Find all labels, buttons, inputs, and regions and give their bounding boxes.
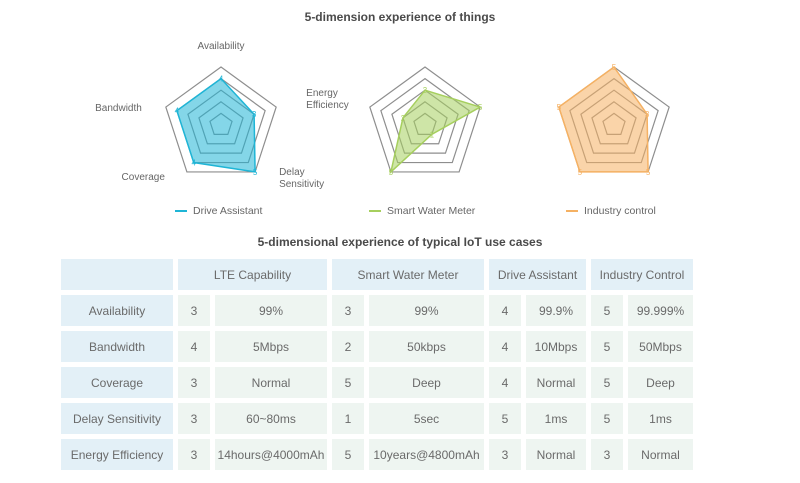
score-cell: 5 — [332, 439, 364, 470]
score-cell: 4 — [489, 367, 521, 398]
radar-value-label: 2 — [401, 114, 406, 123]
value-cell: Normal — [526, 367, 586, 398]
radar-value-label: 1 — [430, 130, 435, 139]
radar-axis-label: Efficiency — [306, 100, 349, 111]
row-header: Coverage — [61, 367, 173, 398]
legend-swatch — [566, 210, 578, 213]
radar-section-title: 5-dimension experience of things — [304, 10, 496, 24]
value-cell: Normal — [526, 439, 586, 470]
radar-data-area — [389, 89, 483, 175]
column-header: Smart Water Meter — [332, 259, 484, 290]
radar-value-label: 4 — [219, 75, 224, 84]
score-cell: 3 — [178, 295, 210, 326]
value-cell: 99% — [215, 295, 327, 326]
value-cell: 14hours@4000mAh — [215, 439, 327, 470]
table-row: Coverage 3 Normal 5 Deep 4 Normal 5 Deep — [61, 367, 693, 398]
legend-swatch — [369, 210, 381, 213]
score-cell: 4 — [178, 331, 210, 362]
score-cell: 3 — [178, 367, 210, 398]
legend-label: Smart Water Meter — [387, 205, 476, 217]
value-cell: 99.9% — [526, 295, 586, 326]
score-cell: 3 — [178, 403, 210, 434]
table-row: Energy Efficiency 3 14hours@4000mAh 5 10… — [61, 439, 693, 470]
radar-axis-label: Availability — [197, 41, 244, 52]
radar-value-label: 3 — [252, 110, 257, 119]
table-row: Availability 3 99% 3 99% 4 99.9% 5 99.99… — [61, 295, 693, 326]
iot-use-case-table: LTE Capability Smart Water Meter Drive A… — [56, 254, 698, 475]
radar-value-label: 3 — [423, 86, 428, 95]
column-header: Drive Assistant — [489, 259, 586, 290]
value-cell: 1ms — [628, 403, 693, 434]
legend-swatch — [175, 210, 187, 213]
radar-value-label: 5 — [578, 168, 583, 177]
score-cell: 2 — [332, 331, 364, 362]
score-cell: 5 — [591, 367, 623, 398]
radar-value-label: 5 — [557, 103, 562, 112]
legend-label: Drive Assistant — [193, 205, 263, 217]
radar-data-area — [557, 65, 649, 173]
radar-value-label: 5 — [646, 168, 651, 177]
value-cell: 1ms — [526, 403, 586, 434]
radar-value-label: 5 — [478, 103, 483, 112]
column-header: LTE Capability — [178, 259, 327, 290]
score-cell: 5 — [591, 295, 623, 326]
table-row: Delay Sensitivity 3 60~80ms 1 5sec 5 1ms… — [61, 403, 693, 434]
radar-grid-ring — [165, 66, 277, 173]
radar-axis-label: Coverage — [122, 172, 166, 183]
value-cell: 99% — [369, 295, 484, 326]
row-header: Energy Efficiency — [61, 439, 173, 470]
radar-value-label: 4 — [175, 107, 180, 116]
value-cell: 5sec — [369, 403, 484, 434]
score-cell: 3 — [591, 439, 623, 470]
value-cell: Normal — [215, 367, 327, 398]
row-header: Delay Sensitivity — [61, 403, 173, 434]
value-cell: 50Mbps — [628, 331, 693, 362]
header-corner — [61, 259, 173, 290]
value-cell: Normal — [628, 439, 693, 470]
row-header: Bandwidth — [61, 331, 173, 362]
radar-value-label: 5 — [389, 168, 394, 177]
score-cell: 3 — [489, 439, 521, 470]
score-cell: 5 — [591, 331, 623, 362]
legend-drive-assistant: Drive Assistant — [175, 205, 262, 217]
score-cell: 3 — [178, 439, 210, 470]
table-header-row: LTE Capability Smart Water Meter Drive A… — [61, 259, 693, 290]
radar-grid-ring — [369, 66, 481, 173]
legend-smart-water-meter: Smart Water Meter — [369, 205, 475, 217]
score-cell: 5 — [332, 367, 364, 398]
radar-value-label: 3 — [645, 110, 650, 119]
radar-value-label: 5 — [253, 168, 258, 177]
score-cell: 4 — [489, 295, 521, 326]
radar-axis-label: Bandwidth — [95, 103, 142, 114]
radar-axis-label: Sensitivity — [279, 179, 324, 190]
column-header: Industry Control — [591, 259, 693, 290]
score-cell: 1 — [332, 403, 364, 434]
value-cell: 99.999% — [628, 295, 693, 326]
legend-label: Industry control — [584, 205, 656, 217]
score-cell: 3 — [332, 295, 364, 326]
table-title: 5-dimensional experience of typical IoT … — [257, 235, 543, 249]
value-cell: 60~80ms — [215, 403, 327, 434]
value-cell: 50kbps — [369, 331, 484, 362]
value-cell: Deep — [628, 367, 693, 398]
radar-value-label: 5 — [612, 63, 617, 72]
score-cell: 5 — [489, 403, 521, 434]
table-row: Bandwidth 4 5Mbps 2 50kbps 4 10Mbps 5 50… — [61, 331, 693, 362]
radar-value-label: 4 — [192, 159, 197, 168]
value-cell: Deep — [369, 367, 484, 398]
radar-data-area — [175, 77, 256, 173]
value-cell: 5Mbps — [215, 331, 327, 362]
radar-axis-label: Delay — [279, 167, 305, 178]
score-cell: 4 — [489, 331, 521, 362]
row-header: Availability — [61, 295, 173, 326]
value-cell: 10Mbps — [526, 331, 586, 362]
value-cell: 10years@4800mAh — [369, 439, 484, 470]
legend-industry-control: Industry control — [566, 205, 656, 217]
score-cell: 5 — [591, 403, 623, 434]
radar-axis-label: Energy — [306, 88, 338, 99]
